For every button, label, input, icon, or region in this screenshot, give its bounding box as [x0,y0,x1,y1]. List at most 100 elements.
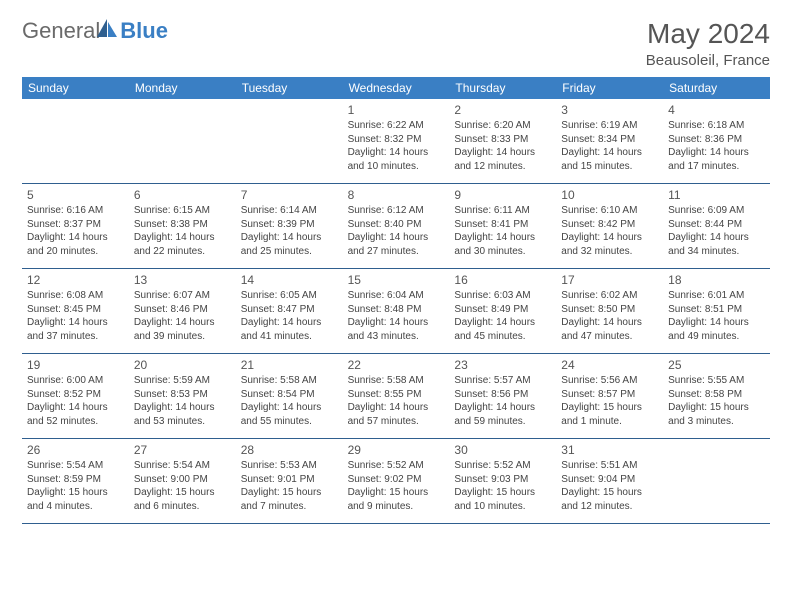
day-cell: 10Sunrise: 6:10 AMSunset: 8:42 PMDayligh… [556,184,663,268]
day-number: 4 [668,102,765,118]
sunrise-line: Sunrise: 5:57 AM [454,374,551,388]
sunrise-line: Sunrise: 6:22 AM [348,119,445,133]
weekday-header: Saturday [663,77,770,99]
daylight-line: and 7 minutes. [241,500,338,514]
day-cell [129,99,236,183]
day-cell: 9Sunrise: 6:11 AMSunset: 8:41 PMDaylight… [449,184,556,268]
weekday-header: Sunday [22,77,129,99]
sunrise-line: Sunrise: 5:54 AM [134,459,231,473]
daylight-line: and 59 minutes. [454,415,551,429]
weekday-header: Thursday [449,77,556,99]
day-cell: 24Sunrise: 5:56 AMSunset: 8:57 PMDayligh… [556,354,663,438]
day-number: 22 [348,357,445,373]
sunset-line: Sunset: 8:34 PM [561,133,658,147]
sunset-line: Sunset: 8:55 PM [348,388,445,402]
sunrise-line: Sunrise: 6:14 AM [241,204,338,218]
day-cell: 14Sunrise: 6:05 AMSunset: 8:47 PMDayligh… [236,269,343,353]
sunset-line: Sunset: 8:58 PM [668,388,765,402]
sunrise-line: Sunrise: 6:08 AM [27,289,124,303]
day-cell [22,99,129,183]
day-number: 9 [454,187,551,203]
day-number: 18 [668,272,765,288]
sunset-line: Sunset: 8:52 PM [27,388,124,402]
day-cell: 22Sunrise: 5:58 AMSunset: 8:55 PMDayligh… [343,354,450,438]
daylight-line: Daylight: 15 hours [27,486,124,500]
day-number: 20 [134,357,231,373]
daylight-line: and 1 minute. [561,415,658,429]
day-cell [663,439,770,523]
sunset-line: Sunset: 8:39 PM [241,218,338,232]
daylight-line: Daylight: 15 hours [561,401,658,415]
sunrise-line: Sunrise: 5:53 AM [241,459,338,473]
daylight-line: Daylight: 14 hours [241,401,338,415]
weekday-header: Wednesday [343,77,450,99]
day-cell: 11Sunrise: 6:09 AMSunset: 8:44 PMDayligh… [663,184,770,268]
daylight-line: Daylight: 14 hours [348,231,445,245]
sunset-line: Sunset: 8:48 PM [348,303,445,317]
day-number: 31 [561,442,658,458]
day-cell: 16Sunrise: 6:03 AMSunset: 8:49 PMDayligh… [449,269,556,353]
day-cell: 18Sunrise: 6:01 AMSunset: 8:51 PMDayligh… [663,269,770,353]
brand-part1: General [22,18,100,44]
day-number: 14 [241,272,338,288]
daylight-line: and 45 minutes. [454,330,551,344]
day-cell: 19Sunrise: 6:00 AMSunset: 8:52 PMDayligh… [22,354,129,438]
day-cell: 1Sunrise: 6:22 AMSunset: 8:32 PMDaylight… [343,99,450,183]
daylight-line: Daylight: 15 hours [348,486,445,500]
daylight-line: Daylight: 14 hours [134,316,231,330]
daylight-line: Daylight: 14 hours [27,231,124,245]
day-number: 21 [241,357,338,373]
day-cell: 15Sunrise: 6:04 AMSunset: 8:48 PMDayligh… [343,269,450,353]
daylight-line: Daylight: 14 hours [348,316,445,330]
day-number: 5 [27,187,124,203]
sunset-line: Sunset: 8:47 PM [241,303,338,317]
daylight-line: and 47 minutes. [561,330,658,344]
daylight-line: and 49 minutes. [668,330,765,344]
day-number: 16 [454,272,551,288]
day-number: 11 [668,187,765,203]
daylight-line: and 3 minutes. [668,415,765,429]
sunset-line: Sunset: 8:50 PM [561,303,658,317]
daylight-line: Daylight: 14 hours [241,316,338,330]
daylight-line: Daylight: 15 hours [241,486,338,500]
month-title: May 2024 [646,18,770,50]
daylight-line: Daylight: 15 hours [668,401,765,415]
day-cell: 2Sunrise: 6:20 AMSunset: 8:33 PMDaylight… [449,99,556,183]
sunset-line: Sunset: 8:42 PM [561,218,658,232]
sunrise-line: Sunrise: 5:56 AM [561,374,658,388]
daylight-line: Daylight: 14 hours [454,316,551,330]
sunset-line: Sunset: 8:40 PM [348,218,445,232]
sunrise-line: Sunrise: 6:01 AM [668,289,765,303]
sunset-line: Sunset: 9:00 PM [134,473,231,487]
day-cell: 7Sunrise: 6:14 AMSunset: 8:39 PMDaylight… [236,184,343,268]
day-number: 10 [561,187,658,203]
daylight-line: and 27 minutes. [348,245,445,259]
daylight-line: Daylight: 14 hours [348,146,445,160]
day-cell: 17Sunrise: 6:02 AMSunset: 8:50 PMDayligh… [556,269,663,353]
day-cell: 12Sunrise: 6:08 AMSunset: 8:45 PMDayligh… [22,269,129,353]
day-number: 12 [27,272,124,288]
day-cell: 8Sunrise: 6:12 AMSunset: 8:40 PMDaylight… [343,184,450,268]
week-row: 19Sunrise: 6:00 AMSunset: 8:52 PMDayligh… [22,354,770,439]
sunset-line: Sunset: 8:51 PM [668,303,765,317]
weekday-header-row: SundayMondayTuesdayWednesdayThursdayFrid… [22,77,770,99]
day-cell: 3Sunrise: 6:19 AMSunset: 8:34 PMDaylight… [556,99,663,183]
daylight-line: and 10 minutes. [348,160,445,174]
day-number: 7 [241,187,338,203]
daylight-line: Daylight: 14 hours [454,146,551,160]
sunset-line: Sunset: 8:33 PM [454,133,551,147]
sunset-line: Sunset: 8:57 PM [561,388,658,402]
sunrise-line: Sunrise: 6:03 AM [454,289,551,303]
day-cell: 4Sunrise: 6:18 AMSunset: 8:36 PMDaylight… [663,99,770,183]
sunrise-line: Sunrise: 5:58 AM [241,374,338,388]
sunrise-line: Sunrise: 6:12 AM [348,204,445,218]
sunset-line: Sunset: 8:37 PM [27,218,124,232]
day-number: 17 [561,272,658,288]
day-cell: 25Sunrise: 5:55 AMSunset: 8:58 PMDayligh… [663,354,770,438]
daylight-line: Daylight: 14 hours [561,146,658,160]
day-cell: 6Sunrise: 6:15 AMSunset: 8:38 PMDaylight… [129,184,236,268]
sunrise-line: Sunrise: 6:19 AM [561,119,658,133]
sunrise-line: Sunrise: 6:18 AM [668,119,765,133]
day-number: 15 [348,272,445,288]
sunset-line: Sunset: 8:38 PM [134,218,231,232]
